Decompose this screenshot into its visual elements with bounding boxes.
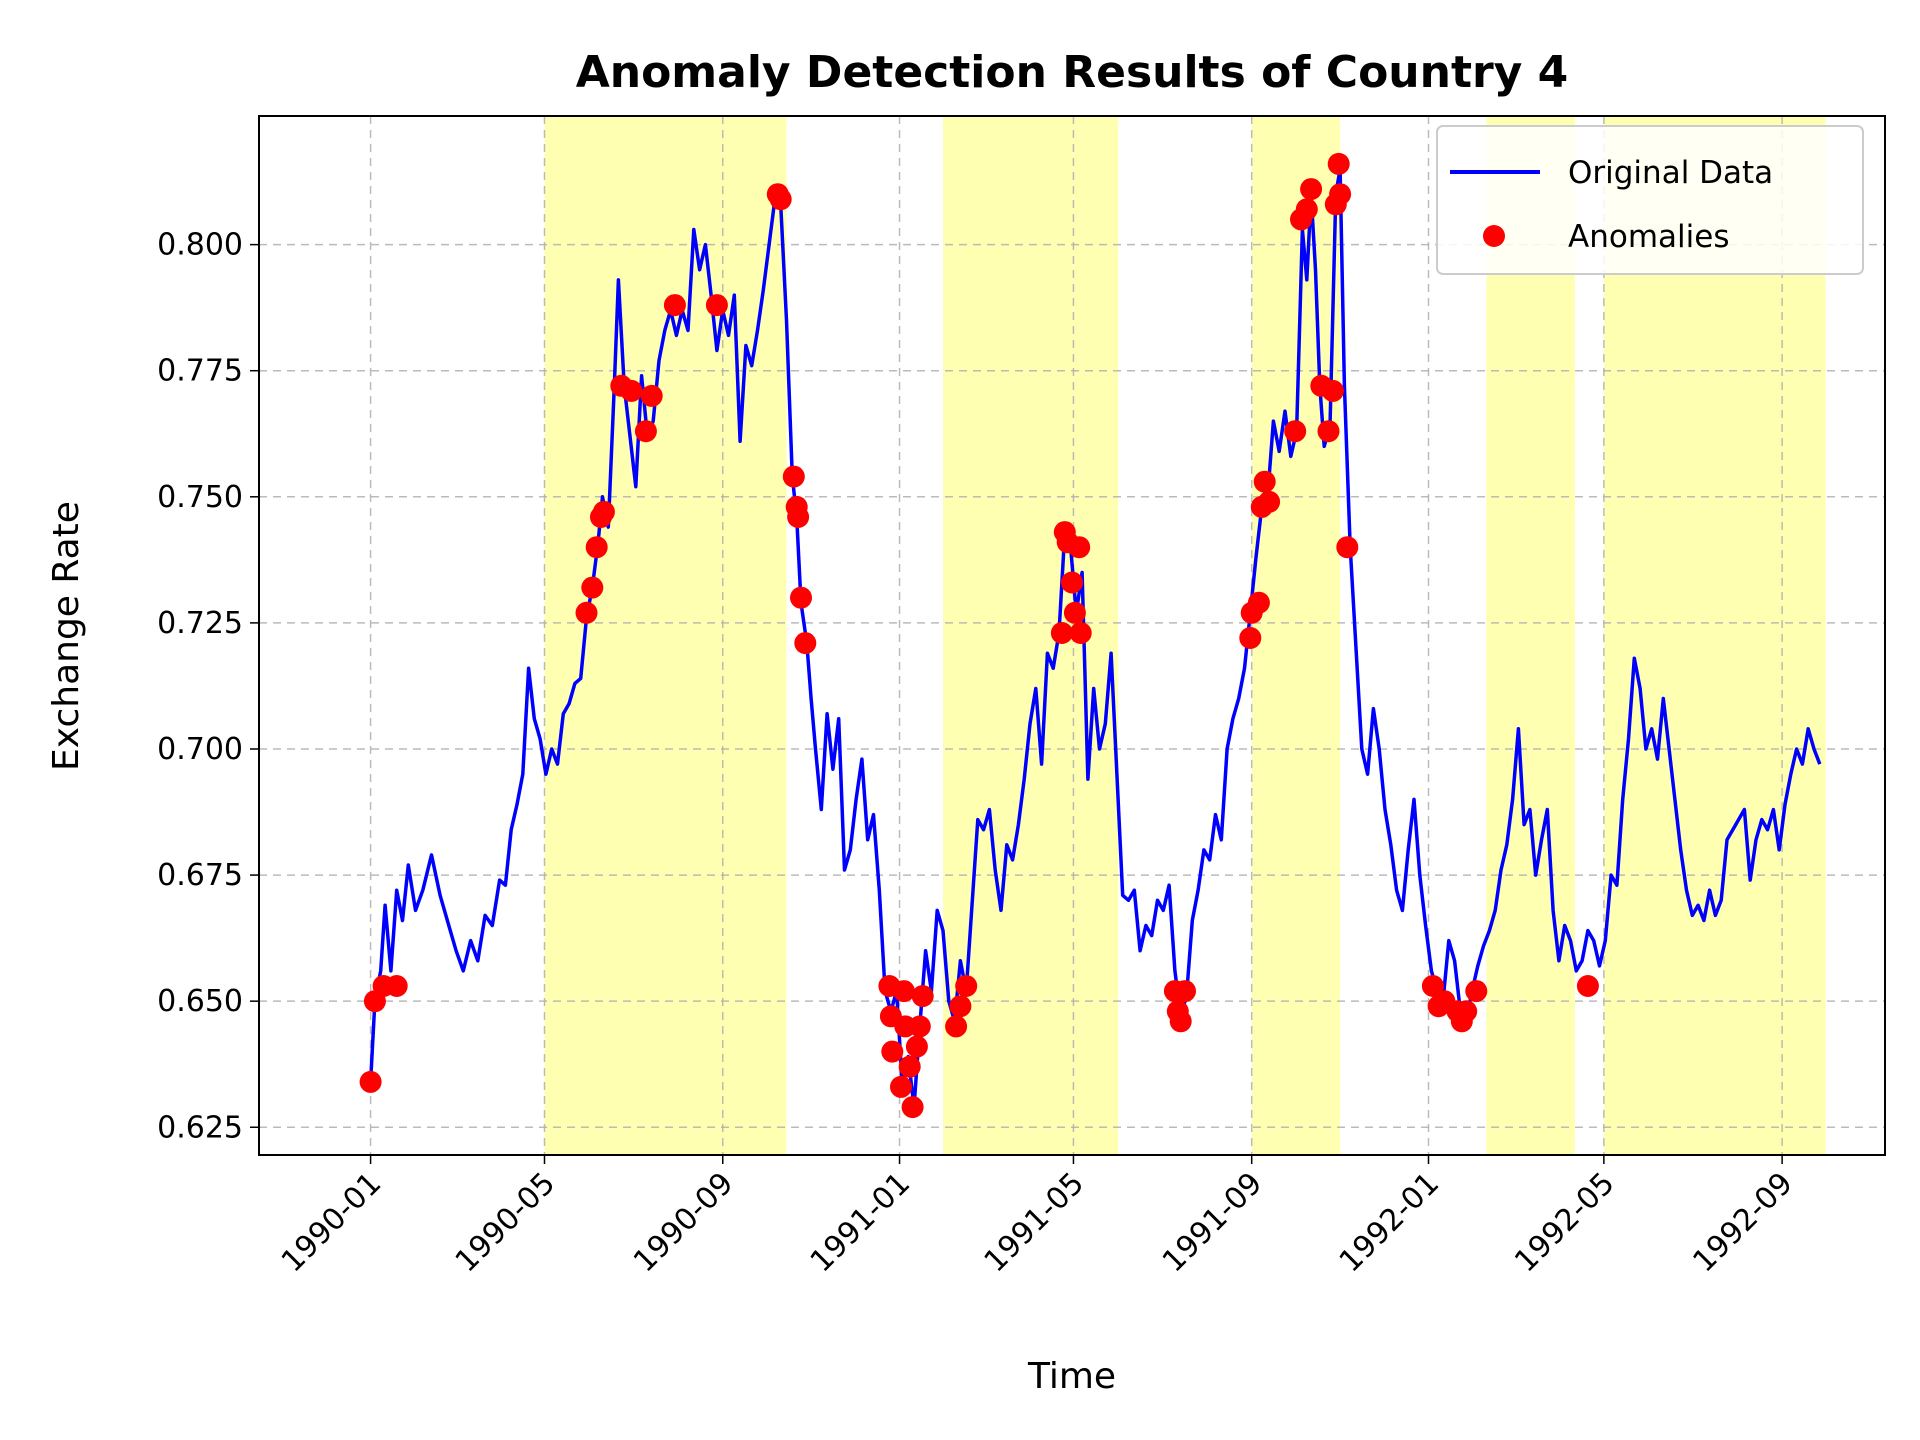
anomaly-point [1174, 980, 1196, 1003]
y-tick-label: 0.750 [157, 480, 243, 515]
shaded-region [1486, 116, 1575, 1155]
y-tick-label: 0.625 [157, 1110, 243, 1145]
anomaly-point [1300, 178, 1323, 201]
plot-frame [258, 115, 1886, 1156]
anomaly-point [634, 420, 657, 443]
legend-box [1436, 125, 1864, 275]
y-tick-label: 0.650 [157, 984, 243, 1019]
shaded-region [544, 116, 787, 1155]
anomaly-point [890, 1075, 912, 1098]
anomaly-point [794, 632, 817, 655]
shaded-region [1251, 116, 1341, 1155]
legend: Original Data Anomalies [1436, 125, 1864, 275]
anomaly-point [1336, 536, 1359, 559]
anomaly-point [620, 379, 643, 402]
anomaly-point [1050, 622, 1073, 644]
y-tick-label: 0.725 [157, 606, 243, 641]
anomaly-point [955, 975, 978, 997]
series-line-original-data [368, 167, 1822, 1109]
legend-marker-swatch [1483, 225, 1505, 247]
y-tick-label: 0.800 [157, 228, 243, 263]
anomaly-point [1421, 975, 1444, 997]
anomaly-point [769, 188, 792, 211]
anomaly-point [945, 1015, 968, 1038]
anomaly-point [1295, 198, 1318, 221]
anomaly-point [892, 980, 915, 1003]
y-tick-label: 0.775 [157, 354, 243, 389]
shaded-regions [544, 116, 1826, 1155]
anomaly-point [1069, 622, 1092, 644]
anomaly-point [901, 1096, 924, 1119]
y-axis: 0.625 0.650 0.675 0.700 0.725 0.750 0.775 0.800 [157, 228, 259, 1145]
anomaly-point [1258, 490, 1281, 513]
anomaly-point [663, 294, 686, 317]
anomaly-point [898, 1055, 921, 1078]
anomaly-point [1169, 1010, 1192, 1033]
anomaly-point [1321, 379, 1344, 402]
shaded-region [1692, 116, 1826, 1155]
anomaly-point [911, 985, 934, 1008]
y-tick-label: 0.700 [157, 732, 243, 767]
anomaly-point [1455, 1000, 1478, 1023]
anomaly-point [592, 500, 615, 523]
anomaly-point [1317, 420, 1340, 443]
series-anomalies [359, 152, 1599, 1119]
anomaly-point [385, 975, 408, 997]
chart-title: Anomaly Detection Results of Country 4 [576, 47, 1569, 98]
anomaly-point [1465, 980, 1488, 1003]
anomaly-point [1327, 152, 1350, 175]
anomaly-point [905, 1035, 928, 1058]
anomaly-point [787, 506, 810, 528]
anomaly-point [1247, 591, 1270, 614]
legend-label-original-data: Original Data [1568, 155, 1773, 191]
anomaly-point [782, 465, 805, 488]
anomaly-point [1284, 420, 1307, 443]
anomaly-point [908, 1015, 931, 1038]
shaded-region [1603, 116, 1693, 1155]
x-axis-label: Time [1027, 1356, 1116, 1397]
anomaly-point [640, 384, 663, 407]
shaded-region [943, 116, 1119, 1155]
anomaly-point [949, 995, 972, 1018]
anomaly-point [581, 576, 604, 599]
anomaly-point [1253, 470, 1276, 493]
anomaly-point [1068, 536, 1091, 559]
anomaly-point [1576, 975, 1599, 997]
anomaly-point [575, 601, 598, 624]
anomaly-point [359, 1070, 382, 1093]
anomaly-point [790, 586, 812, 609]
anomaly-point [585, 536, 608, 559]
y-axis-label: Exchange Rate [46, 501, 87, 771]
anomaly-point [1239, 627, 1262, 649]
anomaly-point [1329, 183, 1352, 206]
y-tick-label: 0.675 [157, 858, 243, 893]
legend-label-anomalies: Anomalies [1568, 219, 1729, 255]
series-original-data [368, 167, 1822, 1109]
anomaly-point [705, 294, 728, 317]
anomaly-point [1061, 571, 1083, 594]
anomaly-point [1063, 601, 1086, 624]
anomaly-point [881, 1040, 904, 1063]
